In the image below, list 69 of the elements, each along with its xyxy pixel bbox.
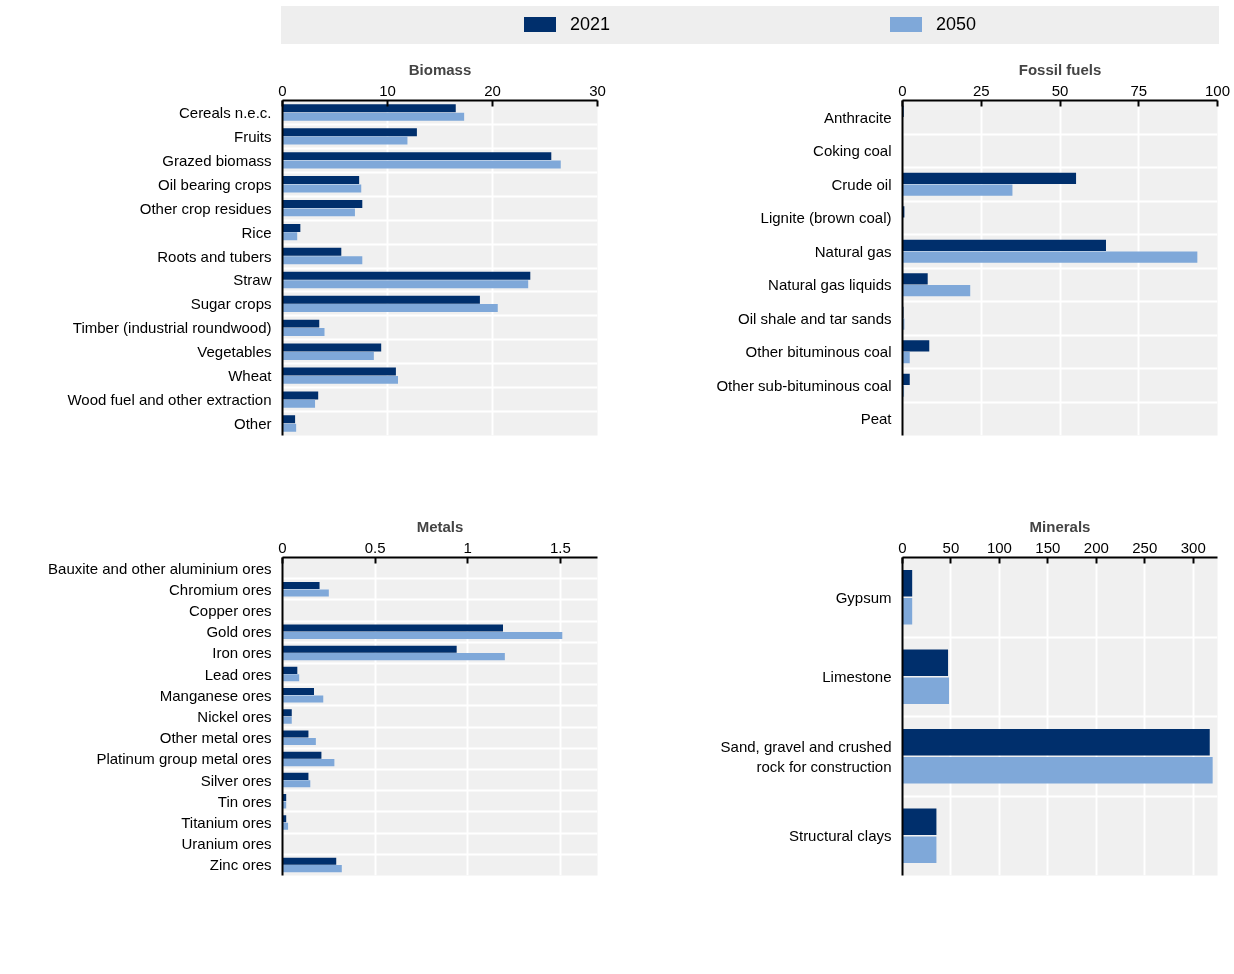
x-tick-label: 0.5: [364, 538, 386, 556]
y-tick-label: Other crop residues: [139, 199, 272, 217]
chart-title: Minerals: [1029, 517, 1091, 535]
legend-label: 2021: [568, 13, 610, 37]
y-tick-label: Natural gas liquids: [768, 276, 892, 294]
x-tick-label: 0: [898, 538, 907, 556]
y-tick-label: Manganese ores: [159, 686, 272, 704]
y-tick-label: Other bituminous coal: [745, 343, 892, 361]
x-tick-label: 75: [1130, 81, 1148, 99]
y-tick-label: Platinum group metal ores: [96, 750, 272, 768]
y-tick-label: Titanium ores: [181, 814, 272, 831]
y-tick-label: Zinc ores: [209, 856, 272, 874]
x-tick-label: 0: [278, 538, 287, 556]
y-tick-label: Roots and tubers: [157, 247, 272, 265]
y-tick-label: Peat: [860, 410, 893, 428]
y-tick-label: Other metal ores: [159, 729, 272, 747]
x-tick-label: 150: [1035, 538, 1061, 556]
x-tick-label: 20: [484, 81, 501, 99]
y-tick-label: Limestone: [822, 668, 892, 686]
y-tick-label: Vegetables: [197, 343, 272, 361]
y-tick-label: Other: [233, 415, 272, 433]
y-tick-label: Fruits: [234, 127, 272, 145]
x-tick-label: 200: [1083, 538, 1109, 556]
y-tick-label: Gypsum: [835, 588, 892, 606]
y-tick-label: Coking coal: [813, 142, 892, 160]
y-tick-label: Timber (industrial roundwood): [72, 319, 272, 337]
y-tick-label: Uranium ores: [181, 835, 272, 853]
y-tick-label: Tin ores: [217, 792, 272, 810]
y-tick-label: Other sub-bituminous coal: [716, 376, 892, 394]
y-tick-label: Bauxite and other aluminium ores: [48, 559, 272, 577]
y-tick-label: Straw: [233, 271, 272, 289]
y-tick-label: Cereals n.e.c.: [178, 103, 272, 121]
y-tick-label: Structural clays: [788, 827, 892, 845]
x-tick-label: 1: [463, 538, 472, 556]
x-tick-label: 100: [986, 538, 1012, 556]
y-tick-label: Lignite (brown coal): [760, 209, 892, 227]
chart-title: Metals: [416, 517, 464, 535]
y-tick-label: Wood fuel and other extraction: [67, 391, 272, 409]
y-tick-label: Rice: [241, 223, 272, 241]
x-tick-label: 0: [278, 81, 287, 99]
y-tick-label: Oil shale and tar sands: [738, 309, 892, 327]
x-tick-label: 50: [1051, 81, 1069, 99]
y-tick-label: Copper ores: [188, 602, 272, 619]
x-tick-label: 50: [942, 538, 960, 556]
x-tick-label: 10: [379, 81, 396, 99]
x-tick-label: 30: [589, 81, 606, 99]
y-tick-label: Natural gas: [814, 242, 892, 260]
x-tick-label: 100: [1204, 81, 1231, 99]
x-tick-label: 25: [972, 81, 990, 99]
x-tick-label: 250: [1132, 538, 1158, 556]
x-tick-label: 300: [1180, 538, 1206, 556]
y-tick-label: Nickel ores: [197, 708, 272, 725]
chart-title: Biomass: [408, 60, 472, 78]
chart-title: Fossil fuels: [1018, 60, 1102, 78]
legend-label: 2050: [935, 13, 977, 37]
y-tick-label: Grazed biomass: [162, 151, 272, 169]
y-tick-label: Iron ores: [212, 644, 272, 662]
y-tick-label: Gold ores: [206, 623, 272, 641]
y-tick-label: Chromium ores: [168, 580, 272, 598]
y-tick-label: Lead ores: [204, 665, 272, 683]
y-tick-label: Oil bearing crops: [158, 175, 272, 193]
x-tick-label: 1.5: [550, 538, 571, 556]
y-tick-label: Sand, gravel and crushed rock for construction: [720, 737, 892, 775]
y-tick-label: Anthracite: [823, 108, 892, 126]
x-tick-label: 0: [898, 81, 907, 99]
y-tick-label: Silver ores: [200, 771, 272, 789]
y-tick-label: Crude oil: [831, 175, 892, 193]
y-tick-label: Sugar crops: [190, 295, 272, 313]
y-tick-label: Wheat: [228, 367, 273, 385]
